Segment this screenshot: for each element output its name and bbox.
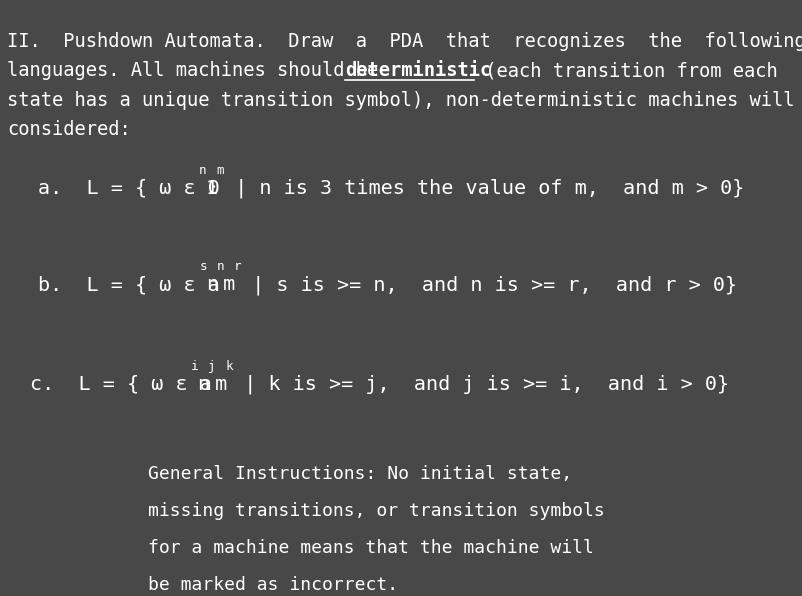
Text: c.  L = { ω ε a: c. L = { ω ε a: [30, 375, 212, 393]
Text: 1: 1: [206, 179, 218, 197]
Text: m: m: [217, 164, 224, 177]
Text: i: i: [191, 360, 198, 373]
Text: m: m: [223, 275, 235, 294]
Text: a.  L = { ω ε 0: a. L = { ω ε 0: [38, 179, 221, 197]
Text: j: j: [209, 360, 216, 373]
Text: | s is >= n,  and n is >= r,  and r > 0}: | s is >= n, and n is >= r, and r > 0}: [241, 275, 738, 294]
Text: m: m: [215, 375, 227, 393]
Text: n: n: [197, 375, 209, 393]
Text: missing transitions, or transition symbols: missing transitions, or transition symbo…: [148, 502, 605, 520]
Text: b.  L = { ω ε a: b. L = { ω ε a: [38, 275, 221, 294]
Text: k: k: [225, 360, 233, 373]
Text: deterministic: deterministic: [345, 61, 492, 80]
Text: r: r: [234, 260, 241, 274]
Text: | k is >= j,  and j is >= i,  and i > 0}: | k is >= j, and j is >= i, and i > 0}: [233, 375, 729, 394]
Text: languages. All machines should be: languages. All machines should be: [7, 61, 390, 80]
Text: General Instructions: No initial state,: General Instructions: No initial state,: [148, 465, 573, 483]
Text: n: n: [206, 275, 218, 294]
Text: II.  Pushdown Automata.  Draw  a  PDA  that  recognizes  the  following: II. Pushdown Automata. Draw a PDA that r…: [7, 32, 802, 51]
Text: state has a unique transition symbol), non-deterministic machines will not be: state has a unique transition symbol), n…: [7, 91, 802, 110]
Text: for a machine means that the machine will: for a machine means that the machine wil…: [148, 539, 594, 557]
Text: s: s: [199, 260, 207, 274]
Text: be marked as incorrect.: be marked as incorrect.: [148, 576, 399, 594]
Text: (each transition from each: (each transition from each: [474, 61, 778, 80]
Text: n: n: [199, 164, 207, 177]
Text: n: n: [217, 260, 224, 274]
Text: considered:: considered:: [7, 120, 131, 139]
Text: | n is 3 times the value of m,  and m > 0}: | n is 3 times the value of m, and m > 0…: [223, 179, 744, 198]
